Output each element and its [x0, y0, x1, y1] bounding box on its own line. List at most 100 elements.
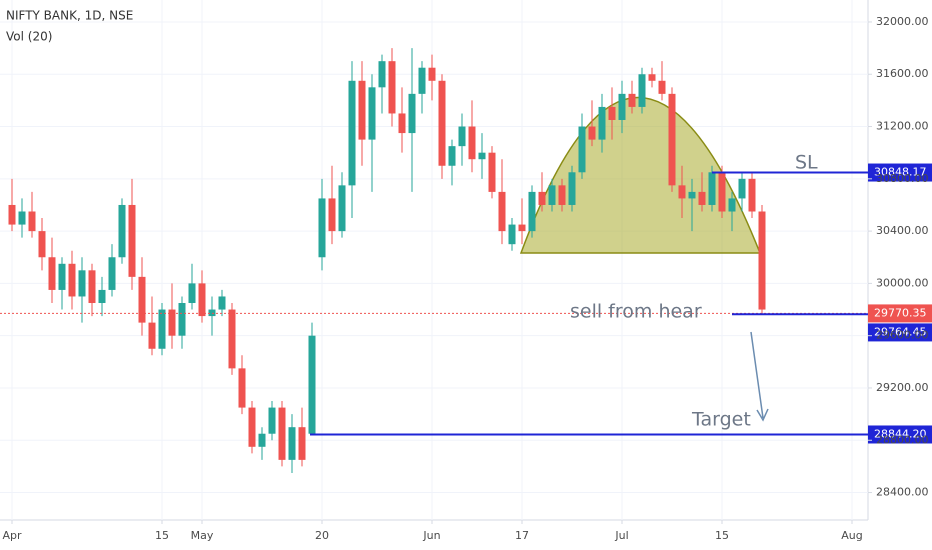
candle-body — [278, 407, 286, 460]
candle-body — [138, 276, 146, 323]
annotation-sell: sell from hear — [570, 301, 702, 323]
x-tick-label: Jul — [614, 529, 628, 542]
x-tick-label: Jun — [422, 529, 440, 542]
candle-body — [58, 263, 66, 290]
candle-body — [198, 283, 206, 317]
candle-body — [38, 231, 46, 258]
candle-body — [238, 368, 246, 408]
candle-body — [318, 198, 326, 258]
price-label-box — [868, 304, 932, 323]
candle-body — [738, 178, 746, 199]
x-tick-label: Apr — [2, 529, 22, 542]
y-tick-label: 29200.00 — [876, 381, 929, 394]
candle-body — [268, 407, 276, 434]
candle-body — [8, 204, 16, 225]
candle-body — [638, 74, 646, 107]
candle-body — [468, 126, 476, 160]
y-tick-label: 30800.00 — [876, 172, 929, 185]
candle-body — [678, 185, 686, 199]
price-label: 30848.17 — [874, 166, 927, 179]
candle-body — [448, 146, 456, 166]
candle-body — [308, 335, 316, 434]
candle-body — [428, 67, 436, 81]
y-tick-label: 32000.00 — [876, 15, 929, 28]
candle-body — [498, 191, 506, 232]
y-tick-label: 31200.00 — [876, 120, 929, 133]
candle-body — [508, 224, 516, 245]
candle-body — [728, 198, 736, 212]
y-tick-label: 30000.00 — [876, 276, 929, 289]
candle-body — [338, 185, 346, 232]
candle-body — [648, 74, 656, 81]
candle-body — [18, 211, 26, 225]
candle-body — [618, 93, 626, 120]
candle-body — [298, 427, 306, 460]
candle-body — [48, 257, 56, 290]
candle-body — [178, 303, 186, 336]
candle-body — [538, 191, 546, 205]
candle-body — [518, 224, 526, 232]
price-label: 28844.20 — [874, 427, 927, 440]
candle-body — [718, 172, 726, 212]
candle-body — [68, 263, 76, 297]
candle-body — [488, 152, 496, 192]
annotation-sl: SL — [795, 152, 818, 174]
candle-body — [608, 106, 616, 120]
x-tick-label: Aug — [841, 529, 862, 542]
candle-body — [378, 61, 386, 88]
candle-body — [548, 185, 556, 205]
candle-body — [668, 93, 676, 186]
candle-body — [98, 289, 106, 304]
price-label-box — [868, 323, 932, 342]
candle-body — [758, 211, 766, 310]
candle-body — [78, 270, 86, 297]
candle-body — [188, 283, 196, 304]
candle-body — [168, 309, 176, 336]
candle-body — [588, 126, 596, 140]
candle-body — [88, 270, 96, 304]
candle-body — [408, 93, 416, 134]
price-label: 29770.35 — [874, 306, 927, 319]
candle-body — [328, 198, 336, 232]
candle-body — [258, 433, 266, 447]
x-tick-label: May — [191, 529, 214, 542]
candle-body — [688, 191, 696, 199]
candle-body — [528, 191, 536, 232]
price-label: 29764.45 — [874, 325, 927, 338]
candle-body — [218, 296, 226, 310]
y-tick-label: 29600.00 — [876, 329, 929, 342]
candle-body — [108, 257, 116, 290]
candle-body — [598, 106, 606, 140]
candle-body — [558, 185, 566, 205]
candle-body — [358, 80, 366, 140]
candle-body — [28, 211, 36, 232]
candle-body — [628, 93, 636, 107]
candle-body — [578, 126, 586, 173]
candle-body — [398, 113, 406, 134]
candle-body — [438, 80, 446, 166]
x-tick-label: 17 — [515, 529, 529, 542]
y-tick-label: 28800.00 — [876, 433, 929, 446]
candle-body — [478, 152, 486, 160]
target-arrow — [750, 331, 769, 422]
x-tick-label: 20 — [315, 529, 329, 542]
chart-subtitle: Vol (20) — [6, 30, 52, 44]
candle-body — [708, 172, 716, 205]
y-tick-label: 30400.00 — [876, 224, 929, 237]
candle-body — [248, 407, 256, 447]
candle-body — [118, 204, 126, 258]
candle-body — [348, 80, 356, 186]
candle-body — [698, 191, 706, 205]
candle-body — [148, 322, 156, 349]
candle-body — [658, 80, 666, 94]
x-tick-label: 15 — [715, 529, 729, 542]
price-label-box — [868, 425, 932, 444]
price-label-box — [868, 163, 932, 182]
candle-body — [128, 204, 136, 277]
candle-body — [208, 309, 216, 317]
candle-body — [458, 126, 466, 147]
x-tick-label: 15 — [155, 529, 169, 542]
candle-body — [748, 178, 756, 212]
annotation-target: Target — [691, 409, 751, 431]
